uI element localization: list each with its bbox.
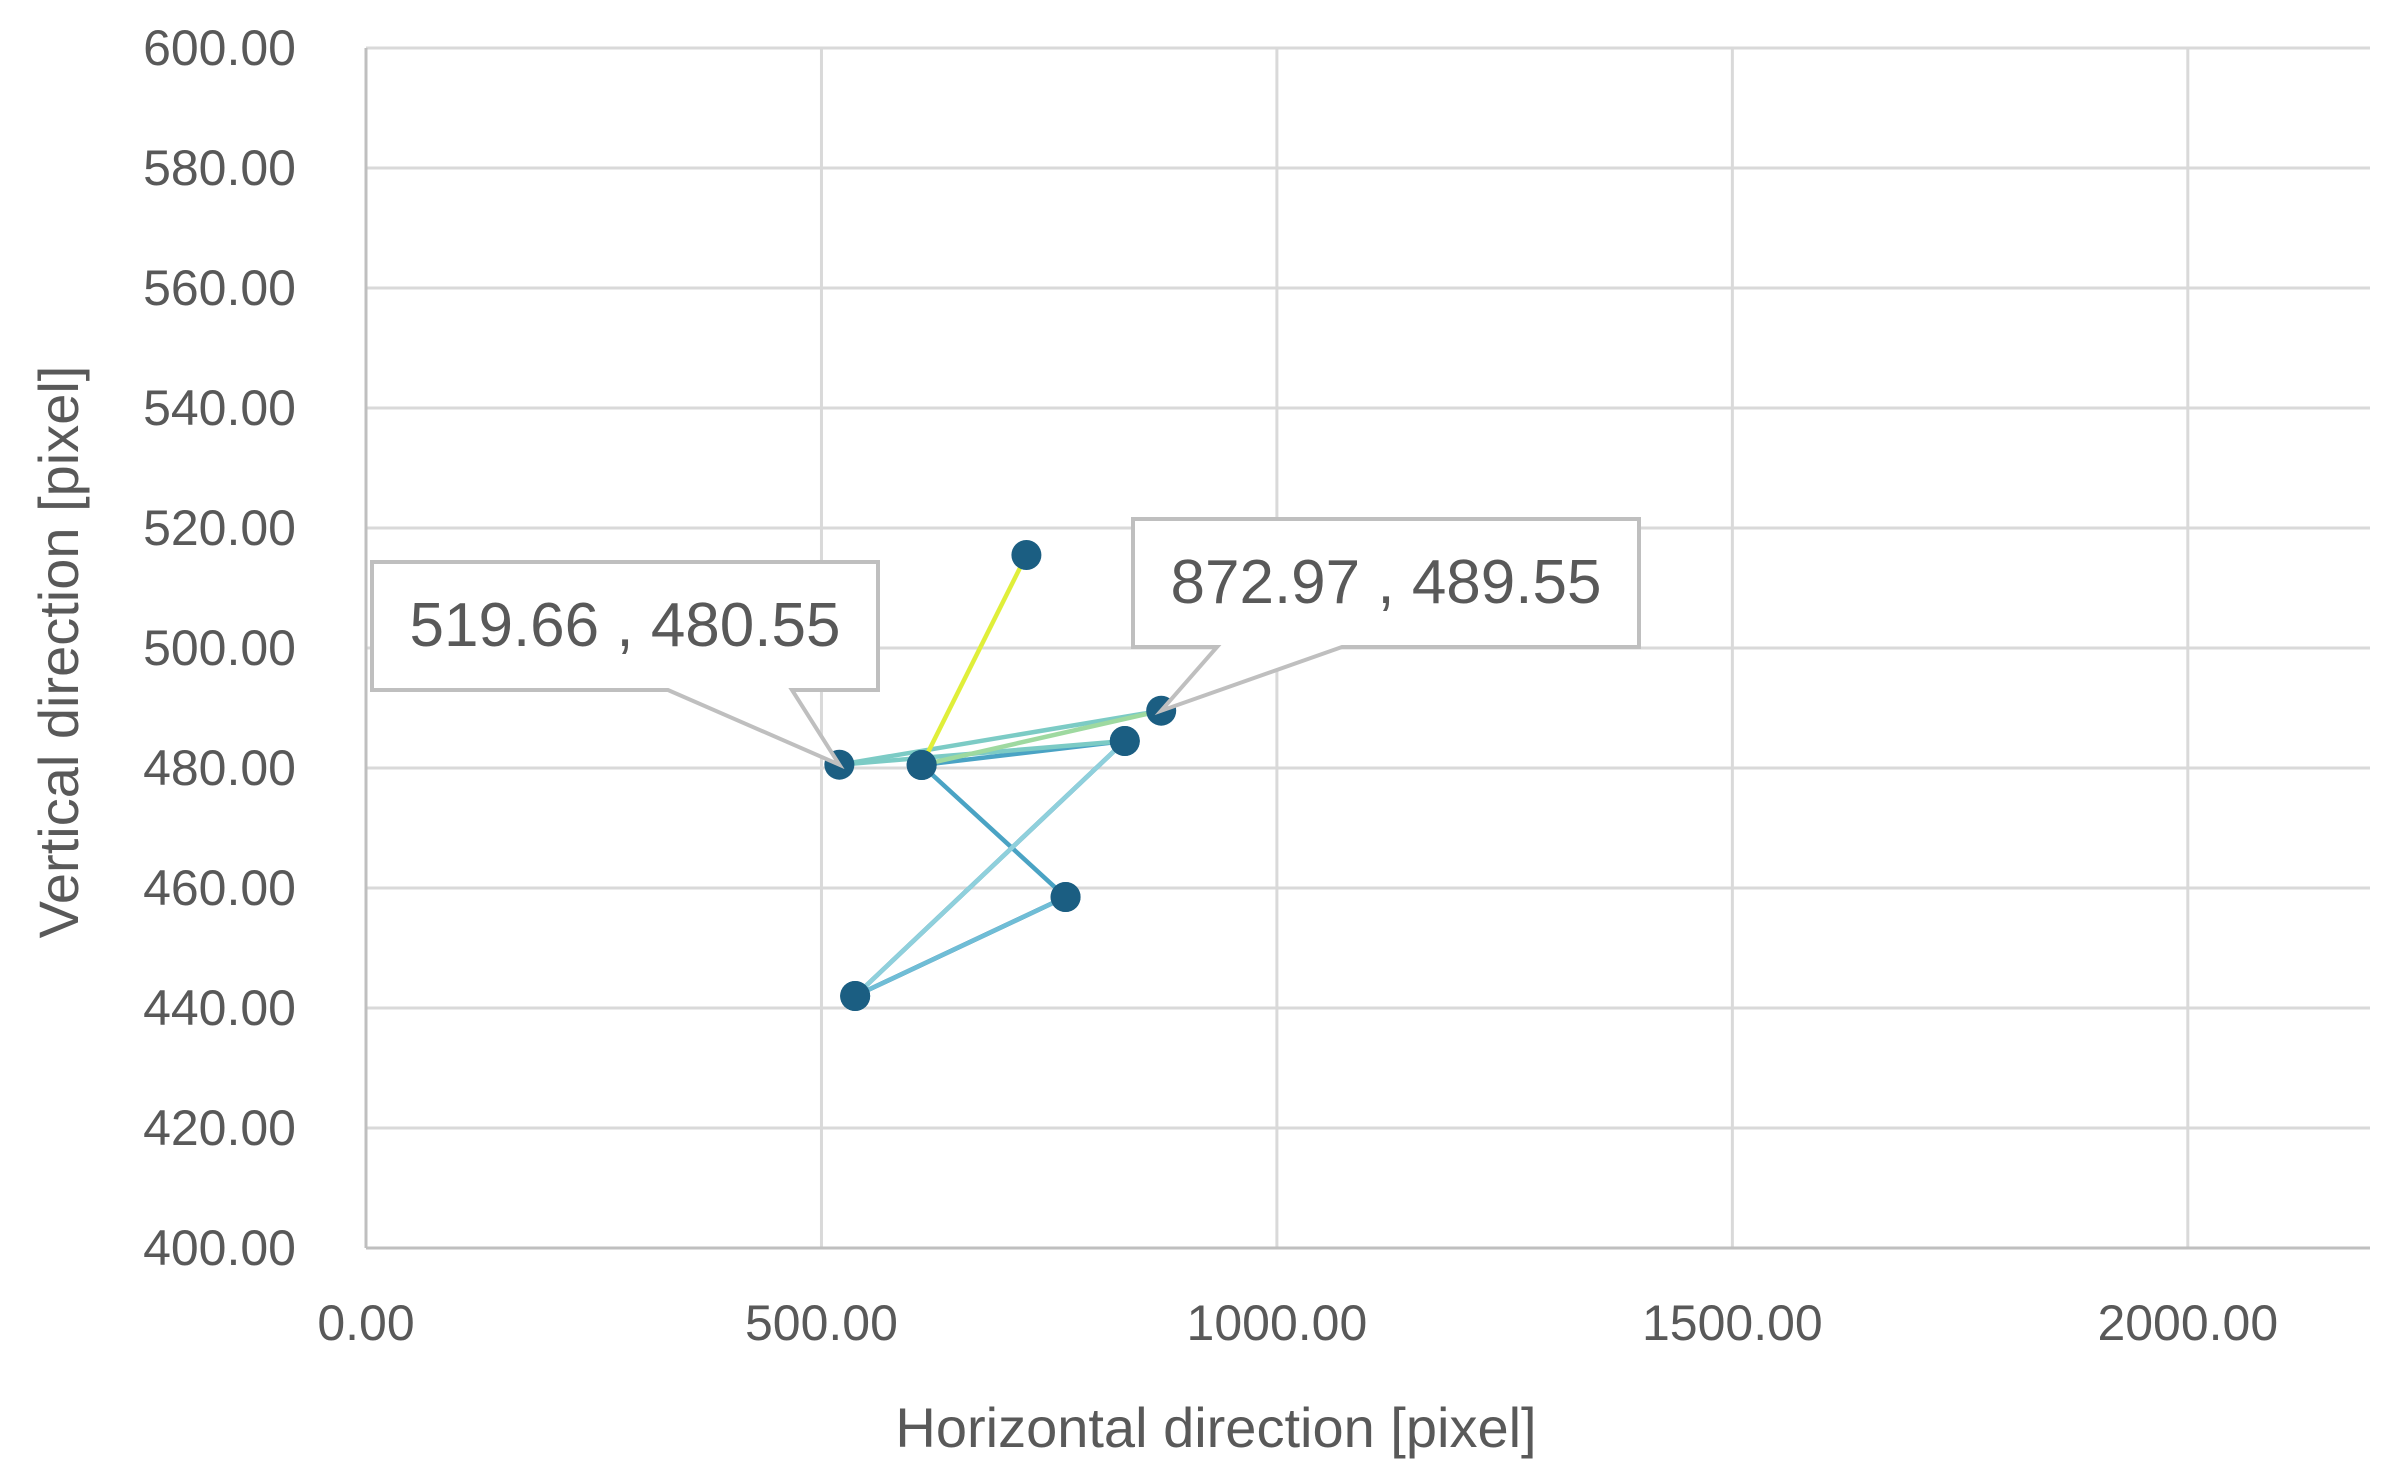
y-tick-label: 580.00: [143, 140, 296, 196]
trajectory-segment: [852, 738, 1128, 999]
x-tick-label: 0.00: [317, 1295, 414, 1351]
data-point: [906, 750, 937, 780]
y-tick-label: 520.00: [143, 500, 296, 556]
data-point: [1011, 540, 1042, 570]
y-tick-label: 460.00: [143, 860, 296, 916]
callout-label: 519.66 , 480.55: [410, 591, 841, 660]
y-tick-label: 400.00: [143, 1220, 296, 1276]
y-tick-label: 440.00: [143, 980, 296, 1036]
callout-box: [370, 560, 880, 770]
trajectory-segment: [919, 762, 1068, 900]
callout-label: 872.97 , 489.55: [1171, 548, 1602, 617]
trajectory-segment: [919, 708, 1164, 768]
x-tick-label: 500.00: [745, 1295, 898, 1351]
x-tick-label: 1000.00: [1187, 1295, 1368, 1351]
callout-box: [1131, 517, 1641, 716]
data-point: [1109, 726, 1140, 756]
axes: [364, 48, 2370, 1250]
trajectory-segment: [837, 708, 1164, 767]
y-tick-label: 560.00: [143, 260, 296, 316]
y-tick-label: 600.00: [143, 20, 296, 76]
x-tick-label: 1500.00: [1642, 1295, 1823, 1351]
trajectory-segment: [919, 552, 1029, 768]
y-tick-label: 420.00: [143, 1100, 296, 1156]
y-tick-label: 480.00: [143, 740, 296, 796]
trajectory-segment: [852, 894, 1068, 999]
x-tick-label: 2000.00: [2097, 1295, 2278, 1351]
data-callouts: 519.66 , 480.55 872.97 , 489.55: [370, 517, 1641, 770]
data-point: [840, 981, 871, 1011]
tick-labels: 400.00 420.00 440.00 460.00 480.00 500.00 520.…: [143, 20, 2278, 1351]
y-tick-label: 540.00: [143, 380, 296, 436]
data-point: [1050, 882, 1081, 912]
y-axis-title: Vertical direction [pixel]: [27, 366, 90, 939]
x-axis-title: Horizontal direction [pixel]: [895, 1396, 1536, 1459]
y-tick-label: 500.00: [143, 620, 296, 676]
trajectory-lines: [837, 552, 1164, 999]
